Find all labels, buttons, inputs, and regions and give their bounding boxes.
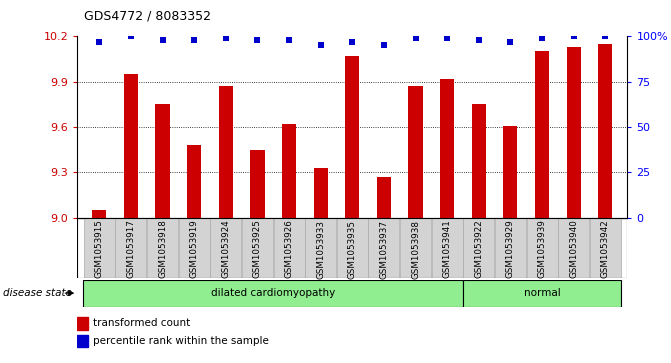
Text: percentile rank within the sample: percentile rank within the sample (93, 336, 268, 346)
Bar (503, 126, 517, 218)
Bar (250, 150, 264, 218)
Bar (598, 44, 613, 218)
Text: GSM1053929: GSM1053929 (506, 220, 515, 278)
Text: GSM1053942: GSM1053942 (601, 220, 610, 278)
Text: GSM1053937: GSM1053937 (379, 220, 389, 278)
Text: GSM1053924: GSM1053924 (221, 220, 230, 278)
Bar (337, 218, 368, 278)
Bar (242, 218, 273, 278)
Bar (440, 79, 454, 218)
Text: GSM1053938: GSM1053938 (411, 220, 420, 278)
Text: disease state: disease state (3, 288, 72, 298)
Text: GSM1053919: GSM1053919 (190, 220, 199, 278)
Bar (345, 56, 360, 218)
Bar (187, 145, 201, 218)
Point (157, 37, 168, 43)
Bar (377, 177, 391, 218)
Bar (77, 317, 89, 330)
Bar (400, 218, 431, 278)
Bar (147, 218, 178, 278)
Text: GSM1053925: GSM1053925 (253, 220, 262, 278)
Point (94, 39, 105, 45)
Text: GSM1053940: GSM1053940 (569, 220, 578, 278)
Text: GSM1053939: GSM1053939 (537, 220, 546, 278)
Bar (115, 218, 146, 278)
Bar (274, 218, 305, 278)
Text: GSM1053917: GSM1053917 (126, 220, 136, 278)
Point (347, 39, 358, 45)
Text: normal: normal (523, 288, 560, 298)
Bar (409, 86, 423, 218)
Point (442, 35, 452, 41)
Bar (313, 168, 327, 218)
Point (474, 37, 484, 43)
Bar (84, 218, 115, 278)
Bar (83, 280, 463, 307)
Text: GSM1053935: GSM1053935 (348, 220, 357, 278)
Text: GSM1053941: GSM1053941 (443, 220, 452, 278)
Point (220, 35, 231, 41)
Point (315, 42, 326, 48)
Text: GSM1053922: GSM1053922 (474, 220, 483, 278)
Point (252, 37, 263, 43)
Text: dilated cardiomyopathy: dilated cardiomyopathy (211, 288, 336, 298)
Bar (566, 47, 580, 218)
Bar (77, 335, 89, 347)
Bar (535, 52, 549, 218)
Bar (305, 218, 336, 278)
Point (125, 33, 136, 39)
Point (378, 42, 389, 48)
Point (284, 37, 295, 43)
Bar (92, 210, 107, 218)
Bar (368, 218, 399, 278)
Text: GSM1053918: GSM1053918 (158, 220, 167, 278)
Bar (210, 218, 242, 278)
Point (410, 35, 421, 41)
Bar (472, 105, 486, 218)
Bar (590, 218, 621, 278)
Bar (463, 218, 495, 278)
Bar (124, 74, 138, 218)
Point (505, 39, 516, 45)
Text: transformed count: transformed count (93, 318, 190, 328)
Bar (178, 218, 209, 278)
Bar (527, 218, 558, 278)
Bar (219, 86, 233, 218)
Bar (463, 280, 621, 307)
Text: GSM1053933: GSM1053933 (316, 220, 325, 278)
Point (189, 37, 199, 43)
Bar (495, 218, 526, 278)
Text: GSM1053926: GSM1053926 (285, 220, 293, 278)
Bar (282, 124, 296, 218)
Text: GDS4772 / 8083352: GDS4772 / 8083352 (84, 9, 211, 22)
Bar (558, 218, 589, 278)
Point (600, 33, 611, 39)
Text: GSM1053915: GSM1053915 (95, 220, 104, 278)
Bar (156, 105, 170, 218)
Point (568, 33, 579, 39)
Bar (431, 218, 462, 278)
Point (537, 35, 548, 41)
